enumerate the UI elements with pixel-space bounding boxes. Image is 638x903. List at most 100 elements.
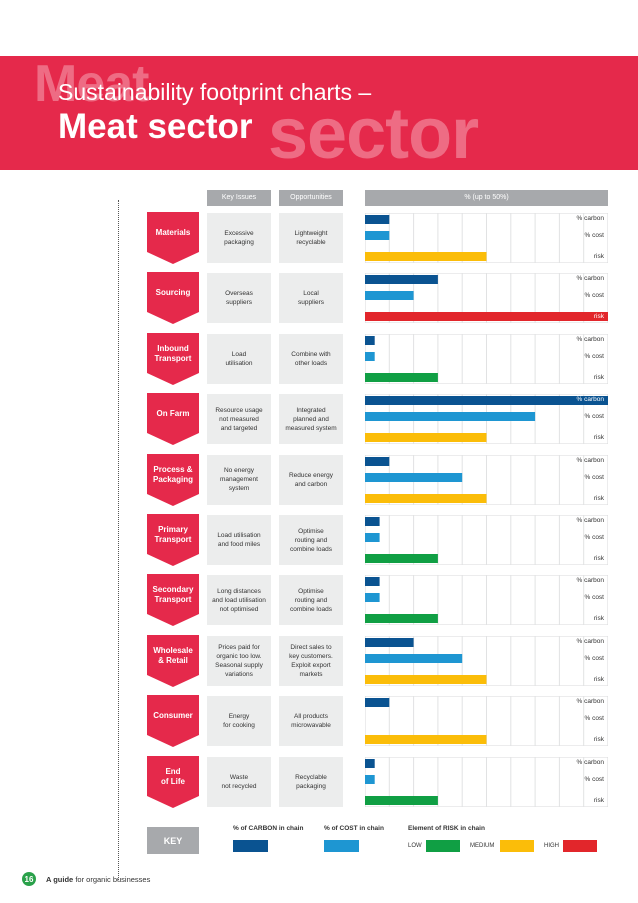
- stage-bar-chart: % carbon % cost risk: [365, 515, 608, 565]
- stage-arrow: Materials: [147, 212, 199, 264]
- column-header-percent: % (up to 50%): [365, 190, 608, 206]
- cost-bar: [365, 774, 375, 784]
- key-risk-label: Element of RISK in chain: [408, 825, 485, 832]
- stage-bar-chart: % carbon % cost risk: [365, 273, 608, 324]
- stage-arrow: End of Life: [147, 755, 199, 808]
- key-medium-label: MEDIUM: [470, 843, 495, 849]
- carbon-metric-label: % carbon: [576, 335, 604, 343]
- carbon-bar: [365, 758, 375, 768]
- stage-arrow: Process & Packaging: [147, 453, 199, 506]
- cost-metric-label: % cost: [584, 715, 604, 723]
- key-high-swatch: [563, 840, 597, 852]
- stage-bar-chart: % carbon % cost risk: [365, 454, 608, 505]
- stage-label: Primary Transport: [154, 525, 192, 544]
- cost-bar: [365, 351, 375, 361]
- risk-metric-label: risk: [593, 675, 604, 683]
- stage-arrow: Primary Transport: [147, 514, 199, 566]
- key-cost-label: % of COST in chain: [324, 825, 384, 832]
- key-issue-cell: Load utilisation: [207, 333, 271, 384]
- stage-label: Materials: [155, 228, 191, 237]
- carbon-bar: [365, 456, 390, 466]
- page-number: 16: [22, 872, 36, 886]
- opportunity-cell: Recyclable packaging: [279, 756, 343, 807]
- stage-arrow: Wholesale & Retail: [147, 634, 199, 687]
- bar-chart-svg: [365, 213, 608, 263]
- risk-metric-label: risk: [593, 313, 604, 321]
- opportunity-cell: Optimise routing and combine loads: [279, 515, 343, 565]
- bar-chart-svg: [365, 575, 608, 626]
- stage-bar-chart: % carbon % cost risk: [365, 635, 608, 686]
- key-badge: KEY: [147, 827, 199, 854]
- bar-chart-svg: [365, 635, 608, 686]
- stage-arrow: Sourcing: [147, 272, 199, 325]
- carbon-metric-label: % carbon: [576, 637, 604, 645]
- stage-arrow: Inbound Transport: [147, 332, 199, 385]
- carbon-metric-label: % carbon: [576, 215, 604, 222]
- carbon-metric-label: % carbon: [576, 577, 604, 585]
- risk-metric-label: risk: [593, 796, 604, 804]
- risk-bar: [365, 433, 487, 443]
- bar-chart-svg: [365, 696, 608, 747]
- risk-metric-label: risk: [593, 253, 604, 260]
- opportunity-cell: Lightweight recyclable: [279, 213, 343, 263]
- key-low-label: LOW: [408, 843, 422, 849]
- stage-label: Inbound Transport: [154, 343, 192, 363]
- risk-bar: [365, 674, 487, 684]
- bar-chart-svg: [365, 333, 608, 384]
- cost-bar: [365, 593, 380, 603]
- key-carbon-label: % of CARBON in chain: [233, 825, 304, 832]
- key-issue-cell: Load utilisation and food miles: [207, 515, 271, 565]
- ghost-word-meat: Meat: [34, 56, 149, 113]
- opportunity-cell: All products microwavable: [279, 696, 343, 747]
- cost-bar: [365, 412, 536, 422]
- ghost-word-sector: sector: [268, 94, 479, 170]
- carbon-metric-label: % carbon: [576, 517, 604, 524]
- stage-label: Process & Packaging: [152, 464, 193, 484]
- carbon-metric-label: % carbon: [576, 456, 604, 464]
- key-carbon-swatch: [233, 840, 268, 852]
- stage-label: On Farm: [156, 409, 190, 419]
- carbon-bar: [365, 335, 375, 345]
- cost-metric-label: % cost: [584, 594, 604, 602]
- risk-metric-label: risk: [593, 555, 604, 562]
- risk-metric-label: risk: [593, 736, 604, 744]
- opportunity-cell: Combine with other loads: [279, 333, 343, 384]
- stage-bar-chart: % carbon % cost risk: [365, 575, 608, 626]
- stage-label: Wholesale & Retail: [153, 645, 193, 665]
- stage-label: Sourcing: [155, 288, 191, 298]
- key-issue-cell: Resource usage not measured and targeted: [207, 394, 271, 445]
- key-issue-cell: Long distances and load utilisation not …: [207, 575, 271, 626]
- footer-guide-bold: A guide: [46, 875, 74, 884]
- stage-bar-chart: % carbon % cost risk: [365, 696, 608, 747]
- opportunity-cell: Direct sales to key customers. Exploit e…: [279, 635, 343, 686]
- key-low-swatch: [426, 840, 460, 852]
- cost-metric-label: % cost: [584, 775, 604, 783]
- stage-bar-chart: % carbon % cost risk: [365, 333, 608, 384]
- stage-bar-chart: % carbon % cost risk: [365, 394, 608, 445]
- carbon-bar: [365, 396, 608, 406]
- cost-bar: [365, 533, 380, 542]
- risk-metric-label: risk: [593, 373, 604, 381]
- cost-metric-label: % cost: [584, 292, 604, 300]
- cost-bar: [365, 472, 463, 482]
- bar-chart-svg: [365, 273, 608, 324]
- risk-bar: [365, 795, 438, 805]
- stage-bar-chart: % carbon % cost risk: [365, 756, 608, 807]
- page-subtitle: Sustainability footprint charts –: [58, 79, 372, 105]
- carbon-bar: [365, 637, 414, 647]
- carbon-metric-label: % carbon: [576, 275, 604, 283]
- risk-bar: [365, 554, 438, 563]
- opportunity-cell: Optimise routing and combine loads: [279, 575, 343, 626]
- cost-metric-label: % cost: [584, 473, 604, 481]
- stage-arrow: On Farm: [147, 393, 199, 446]
- cost-metric-label: % cost: [584, 413, 604, 421]
- carbon-bar: [365, 275, 438, 285]
- risk-metric-label: risk: [593, 434, 604, 442]
- carbon-bar: [365, 698, 390, 708]
- cost-metric-label: % cost: [584, 654, 604, 662]
- key-cost-swatch: [324, 840, 359, 852]
- risk-bar: [365, 312, 608, 322]
- stage-label: Secondary Transport: [152, 585, 194, 605]
- key-issue-cell: Waste not recycled: [207, 756, 271, 807]
- page-title: Meat sector: [58, 107, 253, 146]
